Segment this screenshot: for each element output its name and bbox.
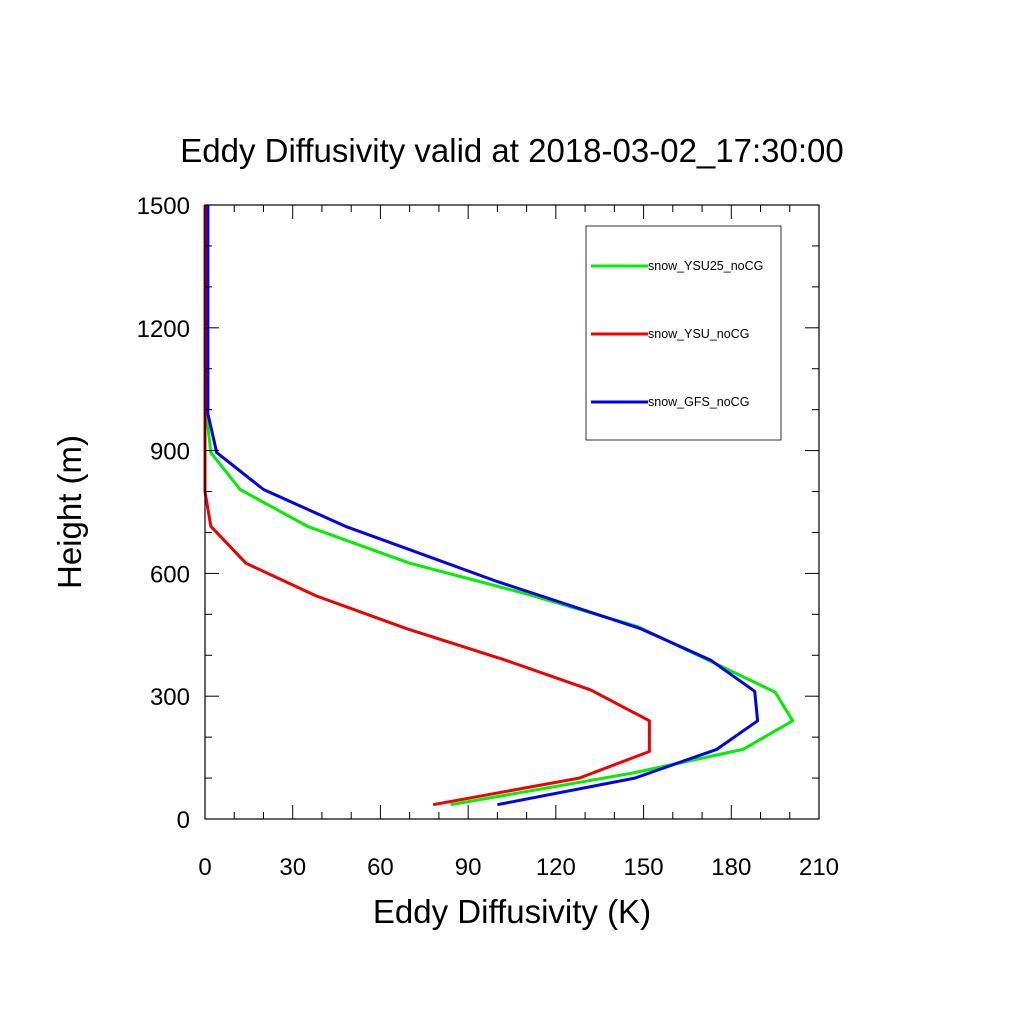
x-tick-label: 90 <box>455 854 482 881</box>
x-tick-label: 0 <box>198 854 211 881</box>
x-axis-label: Eddy Diffusivity (K) <box>373 893 651 930</box>
series-line-snow_YSU_noCG <box>203 205 651 807</box>
legend-label-snow_YSU25_noCG: snow_YSU25_noCG <box>648 259 763 273</box>
legend-label-snow_YSU_noCG: snow_YSU_noCG <box>648 327 749 341</box>
legend-label-snow_GFS_noCG: snow_GFS_noCG <box>648 395 749 409</box>
x-tick-label: 180 <box>711 854 751 881</box>
ticks-layer: 0 30 60 90 120 150 180 210 0 300 600 900 1200 1500 <box>137 193 839 881</box>
y-tick-label: 900 <box>150 439 190 466</box>
plot-frame <box>204 204 820 820</box>
x-tick-label: 150 <box>624 854 664 881</box>
chart-title: Eddy Diffusivity valid at 2018-03-02_17:… <box>180 132 843 169</box>
x-tick-label: 60 <box>367 854 394 881</box>
series-line-snow_GFS_noCG <box>206 205 760 807</box>
y-tick-label: 600 <box>150 561 190 588</box>
legend-entries: snow_YSU25_noCG snow_YSU_noCG snow_GFS_noC… <box>591 259 763 409</box>
x-tick-label: 120 <box>536 854 576 881</box>
x-tick-label: 30 <box>279 854 306 881</box>
y-tick-label: 0 <box>177 807 190 834</box>
x-tick-label: 210 <box>799 854 839 881</box>
y-tick-label: 300 <box>150 684 190 711</box>
y-tick-label: 1200 <box>137 316 190 343</box>
y-tick-label: 1500 <box>137 193 190 220</box>
legend: snow_YSU25_noCG snow_YSU_noCG snow_GFS_noC… <box>585 225 782 441</box>
y-axis-label: Height (m) <box>51 435 88 589</box>
